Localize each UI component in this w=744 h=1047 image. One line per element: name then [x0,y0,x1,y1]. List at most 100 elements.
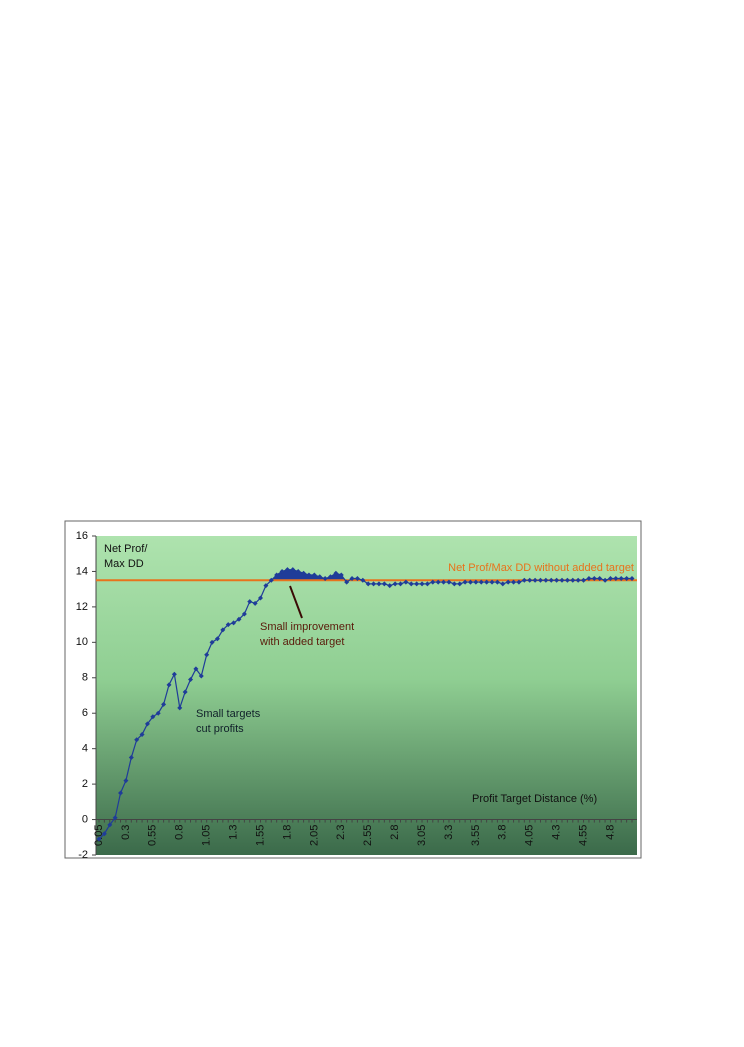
series-marker [354,576,360,582]
y-tick-label: 6 [82,707,88,719]
series-marker [301,570,307,576]
series-marker [613,576,619,582]
series-marker [597,576,603,582]
annotation: Small improvement [260,621,354,633]
x-tick-label: 4.05 [524,825,536,846]
series-marker [295,568,301,574]
x-tick-label: 4.8 [604,825,616,840]
series-marker [548,577,554,583]
series-marker [188,677,194,683]
series-line [98,569,632,840]
y-axis-label: Net Prof/ [104,543,148,555]
series-marker [532,577,538,583]
series-marker [371,581,377,587]
x-tick-label: 1.3 [228,825,240,840]
x-tick-label: 3.3 [443,825,455,840]
series-marker [247,599,253,605]
reference-label: Net Prof/Max DD without added target [448,562,634,574]
series-marker [311,572,317,578]
series-marker [430,579,436,585]
series-marker [484,579,490,585]
series-marker [344,579,350,585]
series-marker [564,577,570,583]
series-marker [290,567,296,573]
x-tick-label: 0.3 [120,825,132,840]
y-tick-label: 12 [76,601,88,613]
x-tick-label: 4.3 [551,825,563,840]
series-marker [107,822,113,828]
series-marker [349,576,355,582]
y-tick-label: 14 [76,565,88,577]
series-marker [231,620,237,626]
x-tick-label: 0.05 [93,825,105,846]
series-marker [328,574,334,580]
y-tick-label: -2 [78,849,88,861]
x-tick-label: 1.55 [254,825,266,846]
series-marker [414,581,420,587]
series-marker [478,579,484,585]
series-marker [134,737,140,743]
series-marker [177,705,183,711]
series-marker [171,671,177,677]
x-tick-label: 2.55 [362,825,374,846]
annotation: with added target [259,636,344,648]
series-marker [586,576,592,582]
series-marker [252,600,258,606]
series-marker [123,778,129,784]
series-marker [284,567,290,573]
series-marker [554,577,560,583]
x-tick-label: 3.55 [470,825,482,846]
series-marker [521,577,527,583]
series-marker [317,574,323,580]
series-marker [365,581,371,587]
y-tick-label: 0 [82,813,88,825]
x-tick-label: 4.55 [577,825,589,846]
series-marker [166,682,172,688]
series-marker [387,583,393,589]
series-marker [161,701,167,707]
series-marker [338,572,344,578]
series-marker [559,577,565,583]
series-marker [618,576,624,582]
x-tick-label: 3.8 [497,825,509,840]
series-marker [198,673,204,679]
series-marker [500,581,506,587]
annotation: Small targets [196,708,261,720]
annotation: cut profits [196,723,244,735]
plot-area [96,536,637,855]
series-marker [441,579,447,585]
series-marker [306,572,312,578]
series-marker [376,581,382,587]
series-marker [570,577,576,583]
series-marker [516,579,522,585]
y-tick-label: 16 [76,530,88,542]
series-marker [457,581,463,587]
series-marker [155,710,161,716]
series-marker [467,579,473,585]
series-marker [607,576,613,582]
series-marker [403,579,409,585]
series-marker [193,666,199,672]
series-marker [274,572,280,578]
series-marker [537,577,543,583]
series-marker [144,721,150,727]
series-marker [511,579,517,585]
series-marker [624,576,630,582]
series-marker [128,755,134,761]
series-marker [591,576,597,582]
series-marker [220,627,226,633]
y-tick-label: 4 [82,743,88,755]
series-marker [118,790,124,796]
x-axis-label: Profit Target Distance (%) [472,793,597,805]
x-tick-label: 1.8 [281,825,293,840]
plot: -2 0 2 4 6 8 10 12 14 16 0.05 0.3 0.55 0.8 1.05 1.3 1.55… [76,530,637,861]
series-marker [575,577,581,583]
series-marker [446,579,452,585]
series-marker [139,731,145,737]
series-marker [204,652,210,658]
series-marker [214,636,220,642]
series-marker [101,831,107,837]
series-marker [602,577,608,583]
